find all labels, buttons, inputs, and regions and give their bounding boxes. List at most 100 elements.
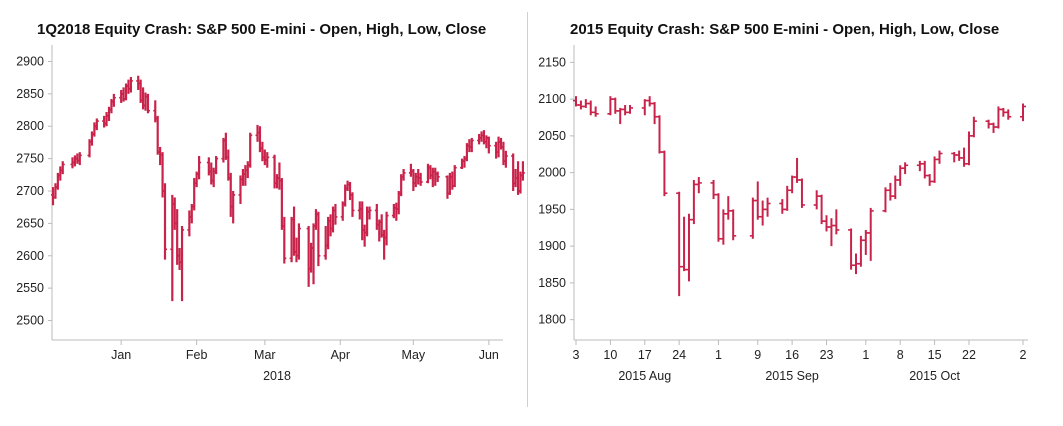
y-tick-label: 2500 (16, 314, 44, 328)
chart-left-x-axis-title: 2018 (263, 369, 291, 383)
x-tick-label: Feb (186, 348, 208, 362)
chart-left-svg: 1Q2018 Equity Crash: S&P 500 E-mini - Op… (16, 21, 525, 383)
ohlc-bar (690, 179, 697, 225)
ohlc-bar (867, 207, 874, 261)
ohlc-bar (520, 161, 525, 181)
x-tick-label: 15 (928, 348, 942, 362)
x-tick-label: 16 (785, 348, 799, 362)
x-tick-label: Jan (111, 348, 131, 362)
ohlc-bar (936, 150, 943, 164)
ohlc-bar (617, 107, 624, 125)
ohlc-bar (452, 165, 457, 188)
x-tick-label: 9 (754, 348, 761, 362)
chart-left-title: 1Q2018 Equity Crash: S&P 500 E-mini - Op… (37, 21, 486, 38)
ohlc-bar (282, 216, 287, 264)
y-tick-label: 2150 (538, 55, 566, 69)
ohlc-bar (627, 104, 634, 114)
ohlc-bar (435, 171, 440, 182)
ohlc-bar (813, 190, 820, 210)
chart-right-month-labels: 2015 Aug 2015 Sep 2015 Oct (618, 369, 960, 383)
ohlc-bar (646, 96, 653, 107)
y-tick-label: 2850 (16, 87, 44, 101)
y-tick-label: 2000 (538, 166, 566, 180)
chart-right-x-ticks: 3 10 17 24 1 9 16 23 1 8 15 22 2 (573, 340, 1027, 362)
y-tick-label: 2700 (16, 184, 44, 198)
ohlc-bar (749, 197, 756, 239)
ohlc-bar (828, 218, 835, 247)
x-tick-label: 1 (715, 348, 722, 362)
ohlc-bar (333, 203, 338, 225)
chart-left-ohlc-bars (51, 75, 525, 302)
ohlc-bar (350, 192, 355, 217)
ohlc-bar (469, 137, 474, 153)
ohlc-bar (418, 172, 423, 186)
ohlc-bar (231, 191, 236, 224)
ohlc-bar (794, 157, 801, 183)
ohlc-bar (715, 193, 722, 242)
ohlc-bar (401, 168, 406, 181)
ohlc-bar (710, 179, 717, 200)
ohlc-bar (384, 211, 389, 246)
y-tick-label: 2900 (16, 54, 44, 68)
y-tick-label: 2600 (16, 249, 44, 263)
y-tick-label: 1950 (538, 202, 566, 216)
ohlc-bar (145, 93, 150, 114)
ohlc-bar (695, 177, 702, 194)
ohlc-bar (577, 100, 584, 110)
ohlc-bar (248, 132, 253, 168)
x-tick-label: May (402, 348, 426, 362)
ohlc-bar (951, 152, 958, 163)
x-tick-label: 23 (820, 348, 834, 362)
ohlc-bar (862, 229, 869, 255)
y-tick-label: 1900 (538, 239, 566, 253)
chart-right-ohlc-bars (573, 96, 1026, 297)
x-tick-label: 10 (603, 348, 617, 362)
ohlc-bar (681, 216, 688, 272)
ohlc-bar (892, 175, 899, 200)
y-tick-label: 2800 (16, 119, 44, 133)
x-tick-label: 1 (862, 348, 869, 362)
y-tick-label: 2550 (16, 281, 44, 295)
ohlc-bar (676, 191, 683, 297)
ohlc-bar (180, 225, 185, 302)
ohlc-bar (128, 77, 133, 93)
ohlc-bar (197, 156, 202, 180)
ohlc-bar (592, 106, 599, 117)
chart-right: 2015 Equity Crash: S&P 500 E-mini - Open… (528, 0, 1063, 421)
y-tick-label: 1850 (538, 276, 566, 290)
ohlc-bar (848, 228, 855, 270)
x-tick-label: Apr (331, 348, 350, 362)
ohlc-bar (833, 209, 840, 235)
month-label: 2015 Aug (618, 369, 671, 383)
ohlc-bar (818, 194, 825, 225)
x-tick-label: 17 (638, 348, 652, 362)
x-tick-label: Mar (254, 348, 276, 362)
ohlc-bar (1005, 109, 1012, 120)
x-tick-label: 2 (1020, 348, 1027, 362)
x-tick-label: 8 (897, 348, 904, 362)
y-tick-label: 2050 (538, 129, 566, 143)
ohlc-bar (823, 215, 830, 232)
ohlc-bar (754, 181, 761, 220)
y-tick-label: 1800 (538, 313, 566, 327)
ohlc-bar (730, 209, 737, 241)
ohlc-bar (296, 223, 301, 260)
ohlc-bar (661, 150, 668, 197)
ohlc-bar (651, 102, 658, 125)
ohlc-bar (798, 178, 805, 208)
ohlc-bar (486, 136, 491, 154)
chart-left-x-ticks: Jan Feb Mar Apr May Jun (111, 340, 499, 362)
ohlc-bar (214, 156, 219, 175)
ohlc-bar (970, 116, 977, 138)
ohlc-bar (916, 160, 923, 172)
ohlc-bar (111, 93, 116, 107)
ohlc-bar (60, 161, 65, 175)
ohlc-bar (265, 152, 270, 168)
ohlc-bar (725, 196, 732, 220)
x-tick-label: 3 (573, 348, 580, 362)
ohlc-bar (367, 206, 372, 220)
ohlc-bar (622, 104, 629, 116)
chart-right-title: 2015 Equity Crash: S&P 500 E-mini - Open… (570, 21, 999, 38)
ohlc-bar (887, 182, 894, 201)
ohlc-bar (503, 150, 508, 168)
